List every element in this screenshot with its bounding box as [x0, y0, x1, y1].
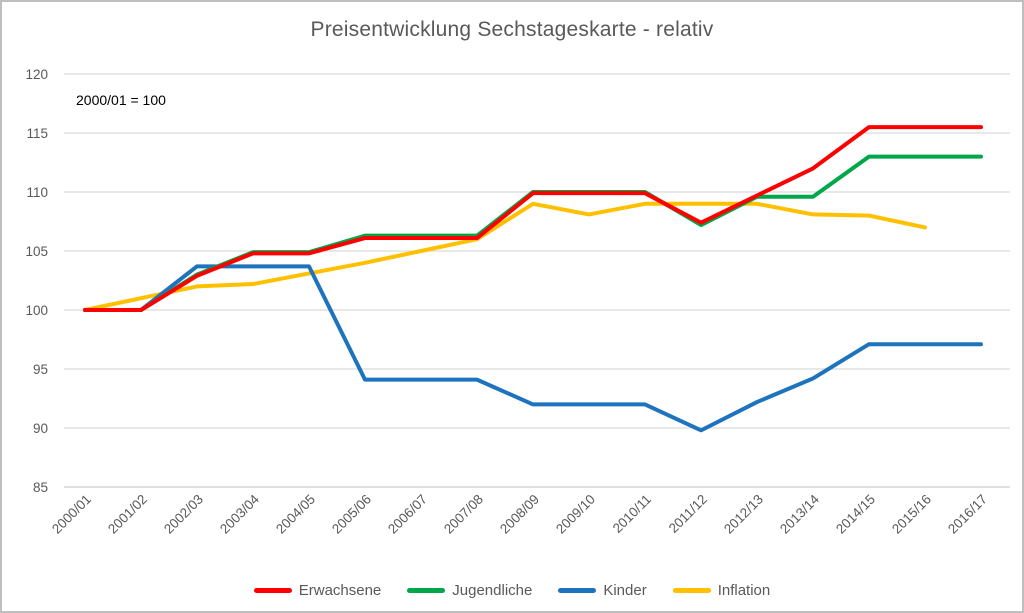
x-tick-label: 2007/08 [441, 492, 486, 537]
x-tick-label: 2004/05 [273, 492, 318, 537]
y-tick-label: 85 [33, 480, 48, 495]
x-tick-label: 2013/14 [777, 491, 822, 536]
x-tick-label: 2016/17 [945, 492, 990, 537]
y-tick-label: 120 [25, 67, 48, 82]
legend-swatch-inflation [672, 588, 711, 593]
legend-swatch-jugendliche [407, 588, 446, 593]
x-tick-label: 2005/06 [329, 492, 374, 537]
y-tick-label: 90 [33, 421, 48, 436]
x-tick-label: 2001/02 [105, 492, 150, 537]
x-tick-label: 2009/10 [553, 492, 598, 537]
x-tick-label: 2012/13 [721, 492, 766, 537]
legend: Erwachsene Jugendliche Kinder Inflation [2, 582, 1022, 599]
legend-item-inflation: Inflation [672, 582, 771, 599]
y-tick-label: 95 [33, 362, 48, 377]
series-line-kinder [83, 264, 983, 433]
legend-label-jugendliche: Jugendliche [452, 582, 533, 599]
legend-label-kinder: Kinder [603, 582, 647, 599]
x-tick-label: 2015/16 [889, 492, 934, 537]
series-line-inflation [83, 201, 927, 312]
legend-swatch-kinder [558, 588, 597, 593]
x-tick-label: 2014/15 [833, 492, 878, 537]
x-tick-label: 2006/07 [385, 492, 430, 537]
y-tick-label: 100 [25, 303, 48, 318]
legend-swatch-erwachsene [253, 588, 292, 593]
chart-title: Preisentwicklung Sechstageskarte - relat… [310, 18, 714, 41]
x-tick-label: 2010/11 [610, 492, 654, 536]
legend-label-erwachsene: Erwachsene [298, 582, 382, 599]
y-tick-label: 115 [26, 126, 48, 141]
x-tick-label: 2011/12 [666, 492, 710, 536]
series-line-erwachsene [83, 125, 983, 312]
x-tick-label: 2002/03 [161, 492, 206, 537]
axis-note: 2000/01 = 100 [76, 92, 166, 108]
legend-item-jugendliche: Jugendliche [407, 582, 532, 599]
x-tick-label: 2008/09 [497, 492, 542, 537]
legend-label-inflation: Inflation [717, 582, 771, 599]
legend-item-erwachsene: Erwachsene [253, 582, 382, 599]
x-tick-label: 2003/04 [217, 491, 262, 536]
x-tick-label: 2000/01 [49, 492, 94, 537]
y-tick-label: 105 [25, 244, 48, 259]
y-tick-label: 110 [26, 185, 48, 200]
legend-item-kinder: Kinder [558, 582, 647, 599]
